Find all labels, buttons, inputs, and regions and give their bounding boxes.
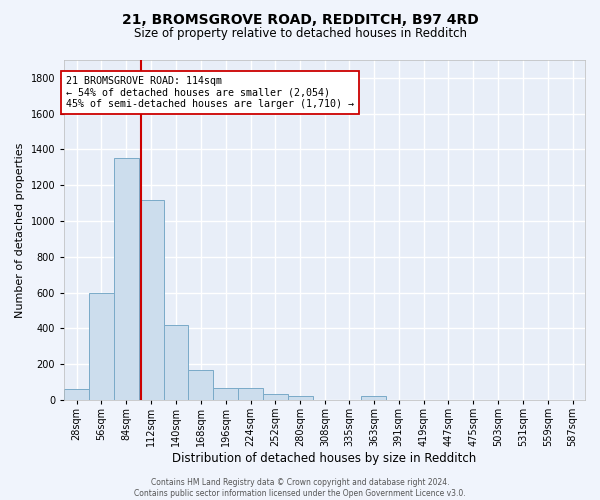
Text: 21, BROMSGROVE ROAD, REDDITCH, B97 4RD: 21, BROMSGROVE ROAD, REDDITCH, B97 4RD <box>122 12 478 26</box>
Text: 21 BROMSGROVE ROAD: 114sqm
← 54% of detached houses are smaller (2,054)
45% of s: 21 BROMSGROVE ROAD: 114sqm ← 54% of deta… <box>66 76 354 110</box>
Y-axis label: Number of detached properties: Number of detached properties <box>15 142 25 318</box>
Text: Contains HM Land Registry data © Crown copyright and database right 2024.
Contai: Contains HM Land Registry data © Crown c… <box>134 478 466 498</box>
Bar <box>213 388 238 400</box>
Bar <box>188 370 213 400</box>
Text: Size of property relative to detached houses in Redditch: Size of property relative to detached ho… <box>133 28 467 40</box>
Bar <box>288 396 313 400</box>
Bar <box>361 396 386 400</box>
Bar <box>114 158 139 400</box>
Bar <box>89 292 114 400</box>
Bar <box>139 200 164 400</box>
Bar <box>164 325 188 400</box>
Bar <box>238 388 263 400</box>
X-axis label: Distribution of detached houses by size in Redditch: Distribution of detached houses by size … <box>172 452 477 465</box>
Bar <box>64 390 89 400</box>
Bar <box>263 394 288 400</box>
